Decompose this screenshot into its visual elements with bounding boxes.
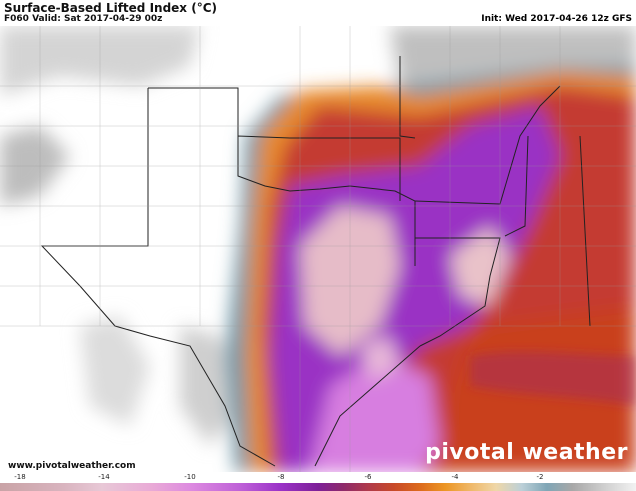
init-time: Init: Wed 2017-04-26 12z GFS xyxy=(481,14,632,24)
logo: pivotal weather xyxy=(425,440,628,465)
map-title: Surface-Based Lifted Index (°C) xyxy=(4,1,217,15)
colorbar-ticks: -18 -14 -10 -8 -6 -4 -2 xyxy=(0,473,636,483)
colorbar xyxy=(0,483,636,491)
valid-time: F060 Valid: Sat 2017-04-29 00z xyxy=(4,14,163,24)
colorbar-tick-label: -18 xyxy=(14,473,26,481)
colorbar-tick-label: -14 xyxy=(98,473,110,481)
map xyxy=(0,26,636,472)
colorbar-tick-label: -8 xyxy=(277,473,285,481)
colorbar-tick-label: -4 xyxy=(451,473,459,481)
colorbar-tick-label: -2 xyxy=(536,473,544,481)
website: www.pivotalweather.com xyxy=(8,461,136,471)
colorbar-tick-label: -6 xyxy=(364,473,372,481)
colorbar-tick-label: -10 xyxy=(184,473,196,481)
